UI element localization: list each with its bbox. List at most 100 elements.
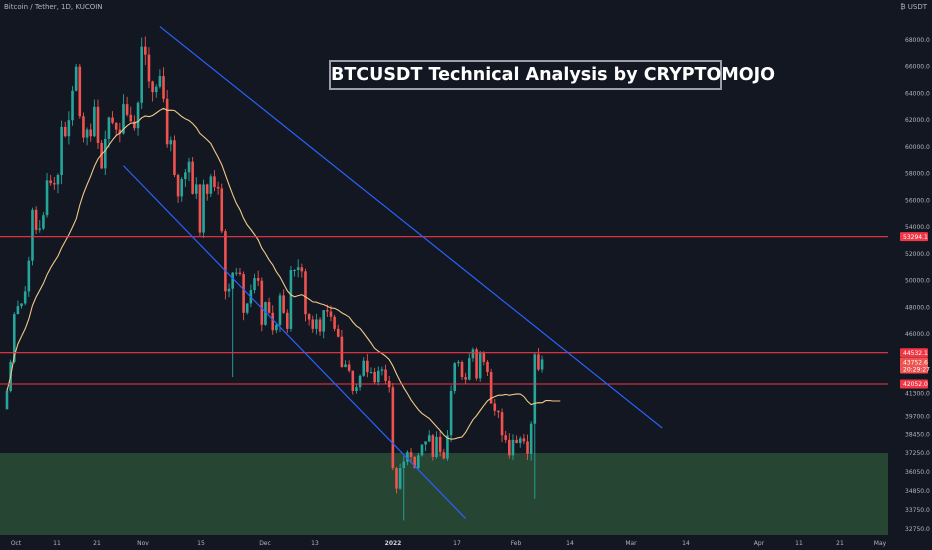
- candle-body: [329, 311, 333, 317]
- candle-body: [449, 390, 453, 436]
- candle-body: [144, 46, 147, 55]
- candle-body: [205, 184, 209, 194]
- demand-zone: [0, 453, 888, 535]
- candle-body: [322, 310, 325, 332]
- channel-lower-line: [123, 165, 467, 519]
- candle-body: [424, 441, 427, 445]
- candle-body: [260, 280, 264, 325]
- candle-body: [63, 126, 67, 137]
- y-axis-tick-label: 64000.0: [905, 90, 930, 97]
- x-axis-tick-label: 14: [566, 540, 574, 547]
- candle-body: [38, 228, 42, 230]
- x-axis-tick-label: Oct: [11, 540, 22, 547]
- candle-body: [198, 184, 202, 233]
- candle-body: [515, 439, 518, 443]
- candle-body: [508, 439, 511, 456]
- candle-body: [351, 370, 355, 391]
- candle-body: [431, 435, 435, 457]
- y-axis-tick-label: 56000.0: [905, 197, 930, 204]
- candle-body: [12, 314, 16, 362]
- countdown-label: 20:29:27: [903, 367, 930, 374]
- candle-body: [118, 129, 122, 134]
- x-axis-tick-label: Dec: [259, 540, 271, 547]
- y-axis-tick-label: 60000.0: [905, 144, 930, 151]
- candle-body: [154, 86, 158, 93]
- candle-body: [344, 364, 347, 368]
- candle-body: [191, 161, 194, 194]
- level-price-tag: [900, 348, 928, 358]
- candle-body: [420, 444, 424, 456]
- candle-body: [53, 183, 56, 185]
- candle-body: [366, 360, 369, 373]
- candle-body: [216, 187, 220, 189]
- candle-body: [129, 114, 133, 122]
- y-axis-tick-label: 48000.0: [905, 304, 930, 311]
- candle-body: [533, 354, 537, 424]
- candle-body: [326, 310, 329, 312]
- candle-body: [304, 271, 307, 315]
- level-price-label: 53294.1: [903, 234, 928, 241]
- candle-body: [107, 117, 111, 139]
- x-axis-tick-label: 13: [311, 540, 319, 547]
- y-axis-tick-label: 54000.0: [905, 224, 930, 231]
- candle-body: [395, 468, 398, 489]
- candle-body: [518, 438, 522, 443]
- candle-body: [267, 302, 271, 313]
- y-axis-tick-label: 66000.0: [905, 64, 930, 71]
- candle-body: [376, 370, 380, 383]
- candle-body: [202, 184, 205, 233]
- candle-body: [413, 456, 416, 469]
- candle-body: [5, 390, 9, 410]
- candle-body: [391, 387, 395, 469]
- symbol-header: Bitcoin / Tether, 1D, KUCOIN: [4, 3, 103, 11]
- candle-body: [42, 215, 45, 229]
- candle-body: [31, 209, 34, 261]
- candle-body: [537, 354, 540, 370]
- candle-body: [453, 363, 457, 391]
- candle-body: [231, 272, 234, 289]
- candle-body: [23, 291, 27, 304]
- y-axis-tick-label: 32750.0: [905, 526, 930, 533]
- candle-body: [187, 161, 191, 173]
- candle-body: [373, 372, 376, 383]
- candle-body: [74, 66, 78, 91]
- candle-body: [300, 267, 304, 272]
- y-axis-tick-label: 52000.0: [905, 251, 930, 258]
- candle-body: [402, 461, 406, 469]
- y-axis-tick-label: 50000.0: [905, 278, 930, 285]
- candle-body: [446, 435, 449, 459]
- candle-body: [180, 179, 184, 197]
- candle-body: [103, 138, 107, 169]
- candle-body: [89, 129, 93, 137]
- y-axis-tick-label: 41300.0: [905, 391, 930, 398]
- candle-body: [529, 423, 533, 454]
- candle-body: [78, 66, 82, 117]
- candle-body: [242, 274, 245, 313]
- candle-body: [493, 403, 497, 411]
- candle-body: [522, 438, 526, 442]
- x-axis-tick-label: 21: [93, 540, 101, 547]
- candle-body: [467, 358, 471, 380]
- y-axis-tick-label: 46000.0: [905, 331, 930, 338]
- candle-body: [165, 98, 169, 145]
- candle-body: [235, 272, 238, 274]
- candle-body: [93, 106, 96, 137]
- current-price-label: 43752.6: [903, 359, 928, 366]
- candle-body: [384, 369, 387, 381]
- candle-body: [482, 353, 486, 362]
- candle-body: [315, 319, 318, 329]
- candle-body: [264, 302, 267, 325]
- candle-body: [85, 129, 89, 138]
- candle-body: [213, 176, 216, 188]
- candle-body: [271, 312, 275, 331]
- candle-body: [285, 312, 289, 329]
- level-price-label: 44532.1: [903, 350, 928, 357]
- candle-body: [111, 117, 114, 123]
- y-axis-tick-label: 37250.0: [905, 450, 930, 457]
- candle-body: [45, 180, 49, 216]
- x-axis-tick-label: 14: [682, 540, 690, 547]
- current-price-tag: [900, 357, 928, 374]
- candle-body: [293, 270, 296, 271]
- candle-body: [380, 369, 384, 371]
- chart-title: BTCUSDT Technical Analysis by CRYPTOMOJO: [329, 60, 775, 90]
